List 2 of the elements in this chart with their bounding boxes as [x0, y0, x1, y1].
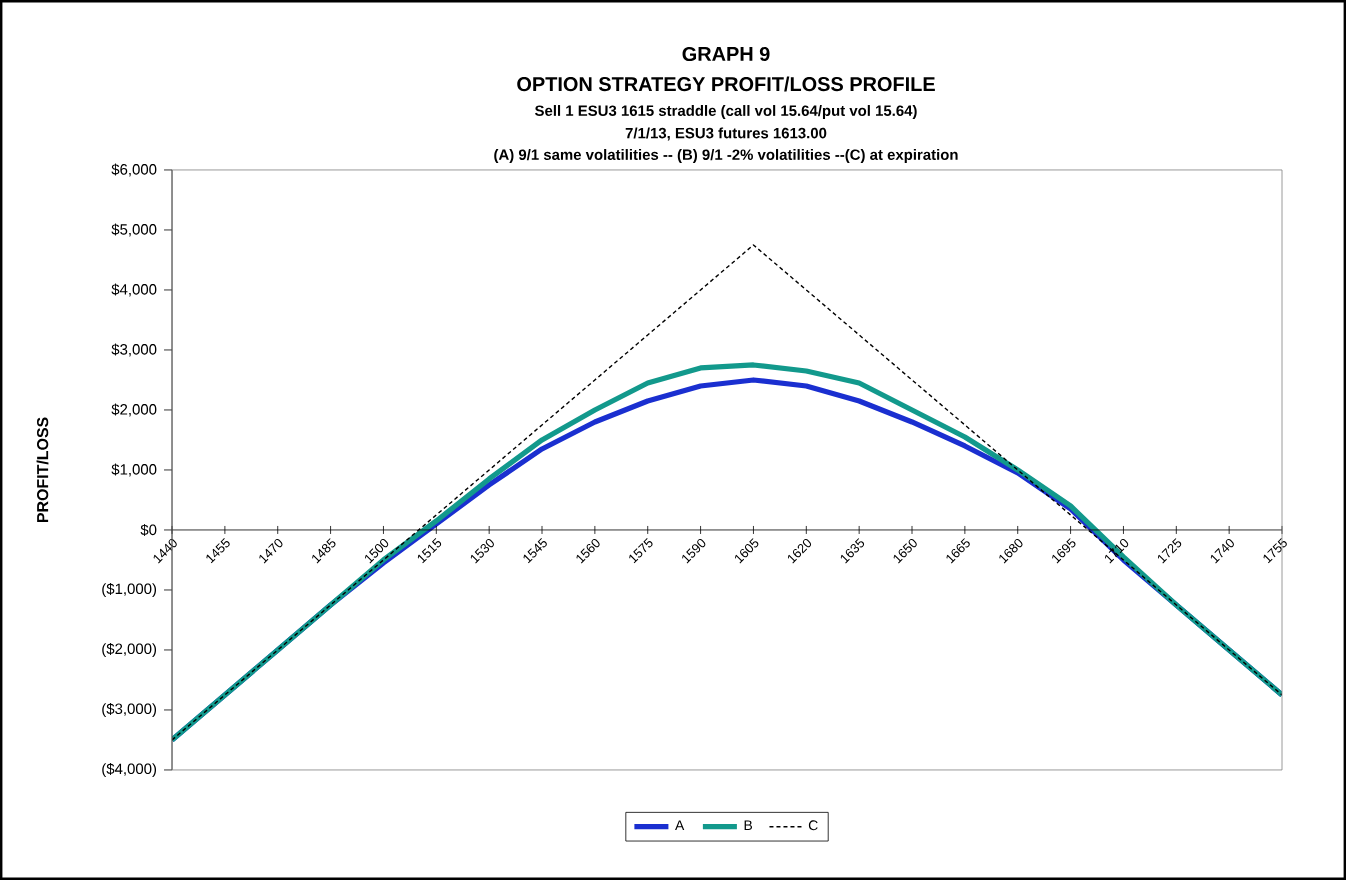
- chart-subtitle: OPTION STRATEGY PROFIT/LOSS PROFILE: [517, 76, 935, 92]
- chart-title: GRAPH 9: [682, 46, 770, 62]
